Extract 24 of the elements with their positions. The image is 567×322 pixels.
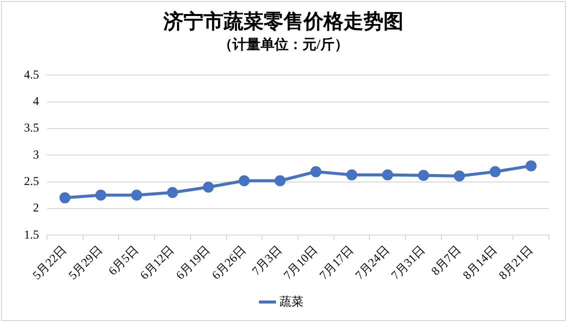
point [346, 169, 358, 180]
legend-label: 蔬菜 [280, 294, 304, 308]
point [202, 182, 214, 193]
chart-subtitle: （计量单位：元/斤） [218, 36, 350, 54]
point [238, 175, 250, 186]
point [95, 190, 106, 201]
point [526, 160, 537, 172]
y-tick-label: 1.5 [24, 227, 39, 242]
point [310, 166, 322, 178]
point [454, 170, 465, 182]
point [274, 175, 286, 186]
point [382, 169, 394, 180]
point [131, 190, 142, 201]
chart-title: 济宁市蔬菜零售价格走势图 [162, 10, 404, 35]
point [418, 170, 429, 181]
y-tick-label: 2 [33, 200, 39, 215]
point [490, 166, 501, 178]
y-tick-label: 4 [33, 94, 39, 108]
y-tick-label: 4.5 [24, 67, 39, 82]
point [59, 192, 70, 204]
y-tick-label: 2.5 [24, 174, 39, 188]
y-tick-label: 3 [33, 147, 39, 162]
point [167, 186, 178, 198]
y-tick-label: 3.5 [24, 120, 39, 135]
